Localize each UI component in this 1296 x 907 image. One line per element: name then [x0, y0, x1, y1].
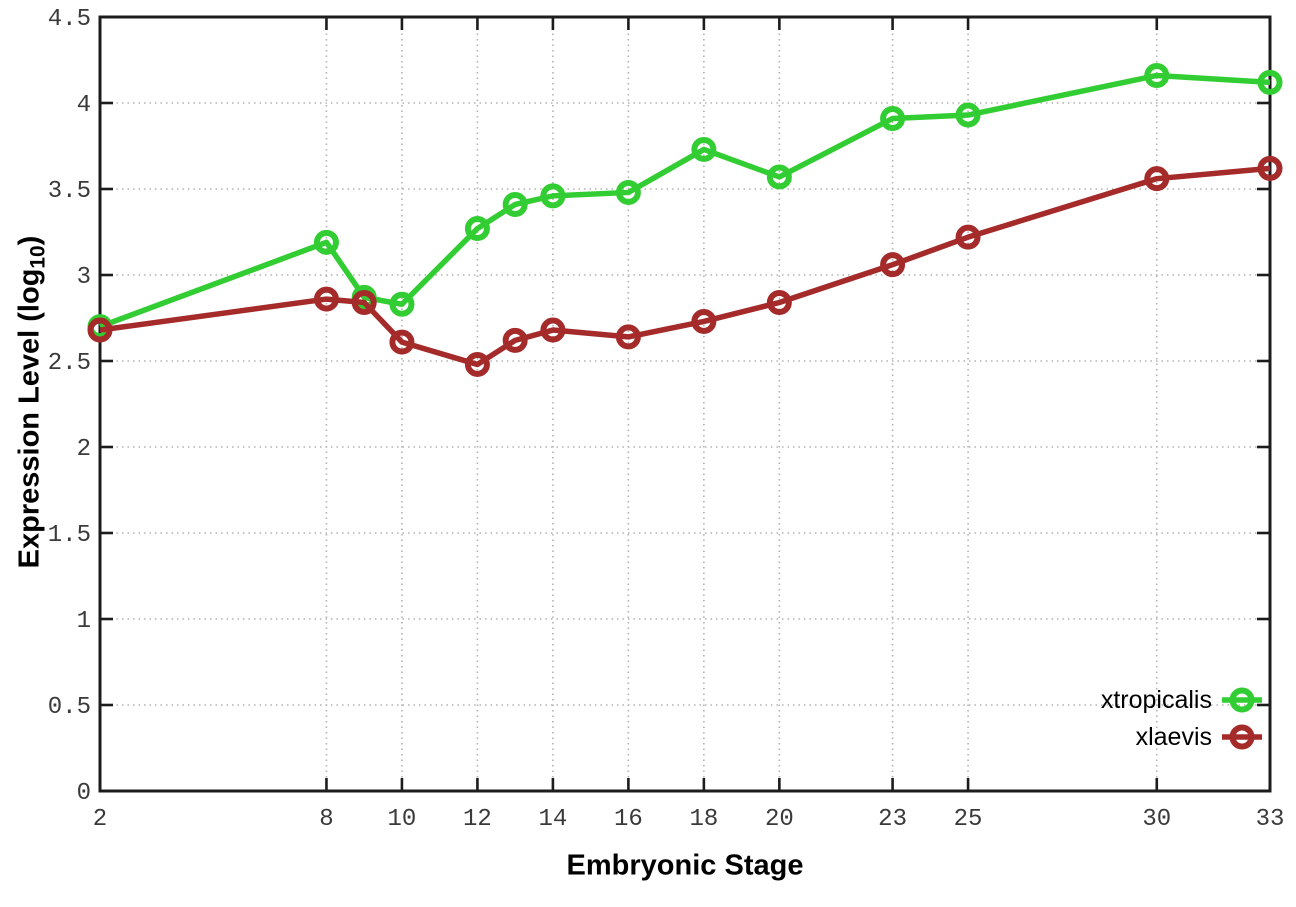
data-point-xtropicalis [766, 164, 792, 190]
data-point-xlaevis [313, 286, 339, 312]
x-tick-label: 10 [388, 806, 417, 833]
x-tick-label: 33 [1256, 806, 1285, 833]
data-point-xlaevis [389, 329, 415, 355]
y-tick-label: 4 [77, 92, 91, 119]
y-tick-label: 0 [77, 780, 91, 807]
y-tick-label: 3 [77, 264, 91, 291]
x-axis-title: Embryonic Stage [566, 849, 804, 882]
data-point-xlaevis [955, 224, 981, 250]
x-tick-label: 12 [463, 806, 492, 833]
data-point-xlaevis [766, 290, 792, 316]
y-tick-label: 3.5 [48, 178, 91, 205]
data-point-xtropicalis [880, 105, 906, 131]
data-point-xlaevis [502, 327, 528, 353]
data-point-xtropicalis [464, 216, 490, 242]
data-point-xlaevis [691, 308, 717, 334]
y-tick-label: 4.5 [48, 6, 91, 33]
y-axis-title-text: Expression Level (log [13, 268, 46, 569]
data-point-xlaevis [1144, 166, 1170, 192]
x-tick-label: 16 [614, 806, 643, 833]
data-point-xtropicalis [615, 179, 641, 205]
plot-border [98, 15, 1272, 793]
y-axis-title: Expression Level (log10) [14, 236, 51, 569]
data-point-xtropicalis [389, 291, 415, 317]
data-point-xtropicalis [540, 183, 566, 209]
data-point-xlaevis [1257, 155, 1283, 181]
y-tick-label: 2 [77, 436, 91, 463]
data-point-xlaevis [87, 317, 113, 343]
data-point-xlaevis [351, 290, 377, 316]
legend-marker-xlaevis [1229, 724, 1255, 750]
x-tick-label: 2 [93, 806, 107, 833]
x-tick-label: 14 [538, 806, 567, 833]
x-tick-label: 18 [689, 806, 718, 833]
legend-label-xlaevis: xlaevis [1136, 723, 1212, 751]
data-point-xtropicalis [502, 191, 528, 217]
x-tick-label: 25 [954, 806, 983, 833]
data-point-xtropicalis [955, 102, 981, 128]
x-tick-label: 23 [878, 806, 907, 833]
legend-label-xtropicalis: xtropicalis [1101, 686, 1212, 714]
x-tick-label: 8 [319, 806, 333, 833]
data-point-xlaevis [615, 324, 641, 350]
y-tick-label: 0.5 [48, 694, 91, 721]
x-tick-label: 30 [1142, 806, 1171, 833]
series-line-xlaevis [99, 165, 1271, 368]
data-point-xtropicalis [691, 136, 717, 162]
data-point-xtropicalis [1257, 69, 1283, 95]
data-point-xtropicalis [1144, 62, 1170, 88]
y-tick-label: 1 [77, 608, 91, 635]
data-point-xlaevis [540, 317, 566, 343]
series-line-xtropicalis [99, 72, 1271, 330]
legend-marker-xtropicalis [1229, 687, 1255, 713]
y-tick-label: 2.5 [48, 350, 91, 377]
x-tick-label: 20 [765, 806, 794, 833]
y-tick-label: 1.5 [48, 522, 91, 549]
y-axis-title-suffix: ) [13, 235, 46, 246]
data-point-xtropicalis [313, 229, 339, 255]
data-point-xlaevis [880, 252, 906, 278]
data-point-xlaevis [464, 351, 490, 377]
y-axis-title-subscript: 10 [26, 245, 50, 269]
